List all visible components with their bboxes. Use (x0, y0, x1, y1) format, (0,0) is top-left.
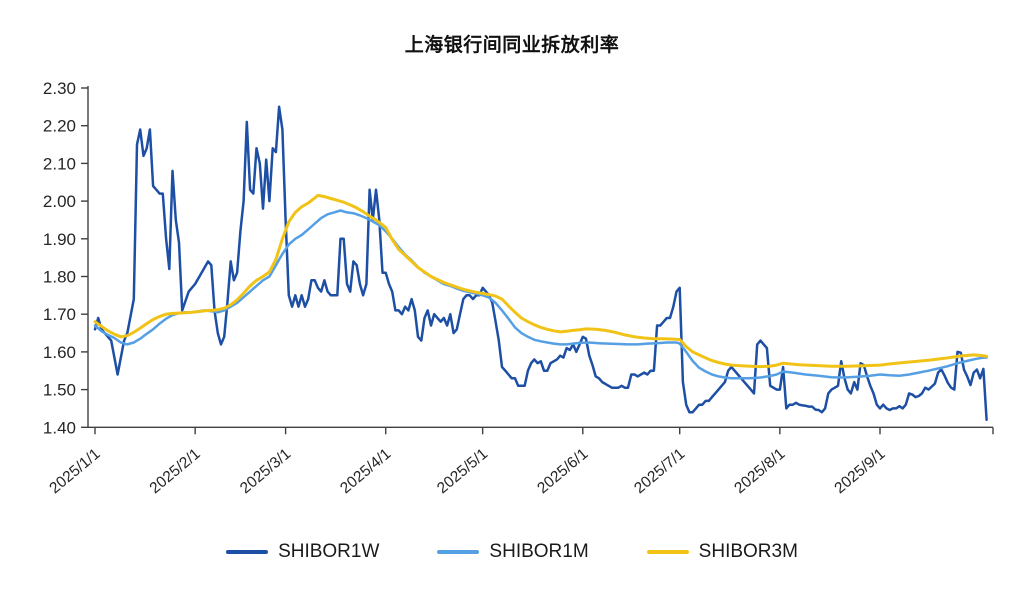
series-line-shibor1m (93, 209, 988, 380)
x-axis-label: 2025/4/1 (337, 445, 394, 497)
legend-swatch-shibor1w (226, 550, 269, 554)
y-axis-label: 2.10 (43, 154, 76, 173)
x-axis-label: 2025/1/1 (46, 445, 103, 497)
x-axis-label: 2025/5/1 (434, 445, 491, 497)
y-axis-label: 1.40 (43, 418, 76, 437)
legend-swatch-shibor1m (437, 550, 480, 554)
x-axis-label: 2025/9/1 (831, 445, 888, 497)
y-axis-label: 1.90 (43, 230, 76, 249)
x-axis-label: 2025/6/1 (534, 445, 591, 497)
legend-item-shibor1m: SHIBOR1M (437, 541, 589, 563)
y-axis-label: 1.50 (43, 381, 76, 400)
legend-swatch-shibor3m (646, 550, 689, 554)
y-axis-label: 2.30 (43, 79, 76, 98)
series-line-shibor3m (93, 193, 989, 369)
legend-item-shibor3m: SHIBOR3M (646, 541, 798, 563)
chart-title: 上海银行间同业拆放利率 (404, 35, 620, 56)
x-axis-label: 2025/3/1 (237, 445, 294, 497)
y-axis-label: 1.60 (43, 343, 76, 362)
x-axis-label: 2025/7/1 (631, 445, 688, 497)
legend-label-shibor1m: SHIBOR1M (489, 541, 589, 562)
legend-label-shibor3m: SHIBOR3M (698, 541, 798, 562)
x-axis-label: 2025/2/1 (147, 445, 204, 497)
y-axis-label: 2.00 (43, 192, 76, 211)
y-axis-label: 2.20 (43, 117, 76, 136)
legend: SHIBOR1W SHIBOR1M SHIBOR3M (0, 541, 1024, 563)
legend-item-shibor1w: SHIBOR1W (226, 541, 379, 563)
y-axis-label: 1.80 (43, 268, 76, 287)
y-axis-label: 1.70 (43, 305, 76, 324)
legend-label-shibor1w: SHIBOR1W (278, 541, 380, 562)
series-line-shibor1w (93, 105, 988, 422)
x-axis-label: 2025/8/1 (731, 445, 788, 497)
